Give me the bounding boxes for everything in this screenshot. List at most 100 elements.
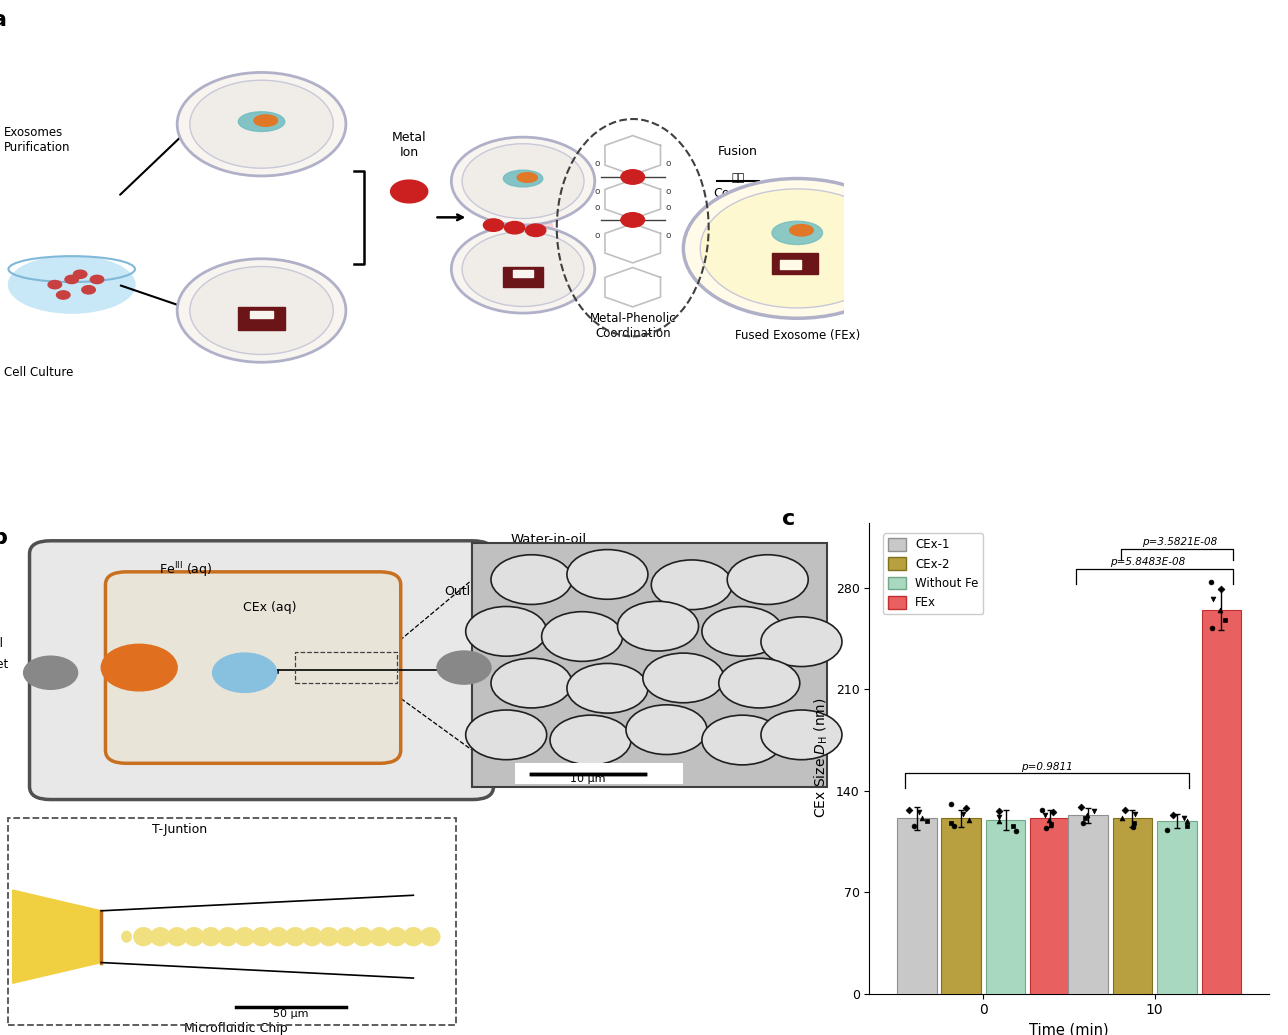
Circle shape [213,653,277,692]
Text: Inlet: Inlet [0,657,9,671]
Point [1202,620,1222,637]
Circle shape [626,705,707,755]
Circle shape [701,188,894,308]
Bar [504,267,542,287]
Point [940,796,961,812]
Circle shape [57,291,70,299]
Circle shape [719,658,800,708]
Point [904,818,925,834]
Ellipse shape [504,170,542,187]
Text: p=5.8483E-08: p=5.8483E-08 [1110,558,1186,567]
Bar [942,819,981,994]
X-axis label: Time (min): Time (min) [1029,1023,1109,1035]
Circle shape [390,180,428,203]
Point [1209,601,1230,618]
Circle shape [466,607,546,656]
Bar [1068,816,1108,994]
Bar [781,260,801,269]
Text: T-Juntion: T-Juntion [152,823,207,836]
Text: Metal
Ion: Metal Ion [392,130,426,159]
Text: o: o [666,187,671,196]
Text: Droplet Reactor: Droplet Reactor [496,559,600,572]
Circle shape [451,226,595,313]
Point [942,815,962,831]
Circle shape [728,555,808,604]
Point [1203,591,1224,608]
Ellipse shape [251,927,272,946]
Text: Fe$^{\mathrm{III}}$ (aq): Fe$^{\mathrm{III}}$ (aq) [158,561,213,581]
Point [1173,810,1194,827]
Circle shape [761,617,842,667]
Text: Microfluidic Chip: Microfluidic Chip [184,1023,289,1035]
Point [1006,823,1027,839]
Circle shape [178,72,346,176]
Point [1038,811,1059,828]
Point [908,804,929,821]
Ellipse shape [790,225,813,236]
Point [1032,801,1052,818]
Circle shape [48,280,62,289]
Ellipse shape [518,173,537,182]
Text: Fused Exosome (FEx): Fused Exosome (FEx) [734,329,860,342]
Circle shape [189,81,334,168]
Point [943,818,963,834]
Text: Fusion: Fusion [719,145,759,158]
Bar [250,310,273,319]
Circle shape [437,651,491,684]
Ellipse shape [134,927,153,946]
Point [1036,807,1056,824]
Ellipse shape [353,927,372,946]
Bar [295,652,397,683]
Point [1200,573,1221,590]
Ellipse shape [772,221,823,244]
FancyBboxPatch shape [30,540,493,799]
Text: Mixing: Mixing [717,205,759,217]
Text: o: o [666,158,671,168]
Point [988,808,1009,825]
Bar [1113,819,1153,994]
Text: p=0.9811: p=0.9811 [1021,763,1073,772]
Circle shape [526,225,546,237]
Point [956,800,976,817]
Legend: CEx-1, CEx-2, Without Fe, FEx: CEx-1, CEx-2, Without Fe, FEx [884,533,983,614]
Ellipse shape [121,932,131,942]
Point [1176,818,1197,834]
Bar [238,306,285,330]
Circle shape [761,710,842,760]
Circle shape [505,221,524,234]
Point [960,811,980,828]
Ellipse shape [319,927,339,946]
Ellipse shape [268,927,289,946]
Text: 10 μm: 10 μm [571,774,605,785]
Point [912,810,933,827]
Circle shape [462,144,583,218]
Circle shape [451,138,595,226]
Bar [513,270,533,277]
Text: p=3.5821E-08: p=3.5821E-08 [1142,537,1217,548]
Text: Exosomes
Purification: Exosomes Purification [4,125,71,154]
Circle shape [466,710,546,760]
Ellipse shape [9,257,135,314]
Text: Metal-Phenolic
Coordination: Metal-Phenolic Coordination [590,312,676,341]
Point [1122,819,1142,835]
Point [1073,815,1094,831]
Text: o: o [595,203,600,211]
Circle shape [643,653,724,703]
Point [1084,803,1105,820]
Point [1041,816,1061,832]
Circle shape [483,218,504,232]
Ellipse shape [238,112,285,131]
Point [1077,807,1097,824]
Point [1124,805,1145,822]
Point [1036,820,1056,836]
Circle shape [621,170,644,184]
Bar [772,253,818,274]
Circle shape [617,601,698,651]
Circle shape [462,232,583,306]
Circle shape [702,715,783,765]
Point [917,812,938,829]
Ellipse shape [254,115,277,126]
Bar [985,820,1025,994]
Circle shape [23,656,77,689]
Text: o: o [595,187,600,196]
